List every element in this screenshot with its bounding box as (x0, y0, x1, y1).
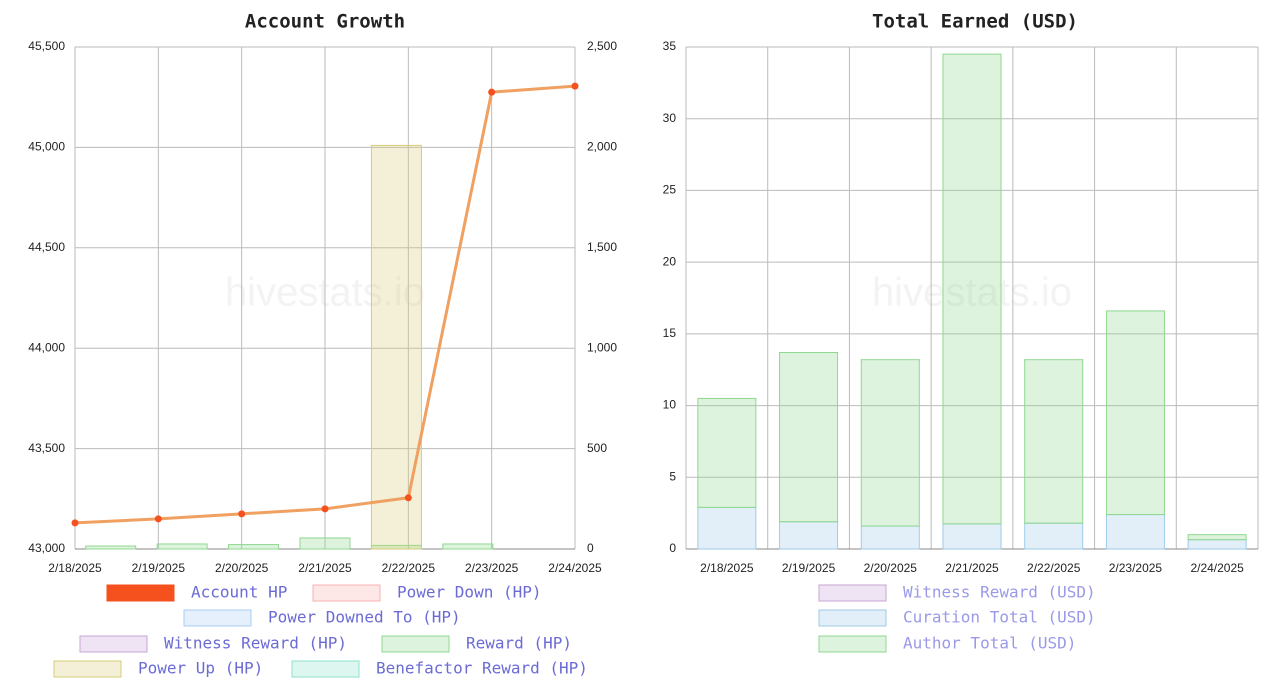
legend-swatch (818, 635, 887, 653)
legend-swatch (53, 660, 122, 678)
legend-swatch (291, 660, 360, 678)
x-tick-label: 2/20/2025 (215, 561, 269, 575)
bar-segment (860, 525, 920, 550)
legend-label: Witness Reward (HP) (164, 634, 347, 653)
x-tick-label: 2/22/2025 (382, 561, 436, 575)
bar (299, 537, 351, 550)
y-tick-label: 44,500 (28, 240, 65, 254)
bar (442, 543, 494, 550)
bar-segment (860, 359, 920, 527)
watermark: hivestats.io (872, 271, 1072, 315)
x-tick-label: 2/23/2025 (465, 561, 519, 575)
y-tick-label: 35 (663, 39, 677, 53)
y-tick-label: 10 (663, 398, 677, 412)
x-tick-label: 2/24/2025 (548, 561, 602, 575)
bar-segment (1024, 522, 1084, 550)
legend-swatch (106, 584, 175, 602)
chart-title: Total Earned (USD) (872, 11, 1078, 33)
x-tick-label: 2/23/2025 (1109, 561, 1163, 575)
point (321, 505, 329, 513)
bar-segment (942, 523, 1002, 550)
y-tick-label: 45,500 (28, 39, 65, 53)
x-tick-label: 2/20/2025 (864, 561, 918, 575)
y2-tick-label: 500 (587, 441, 607, 455)
legend-label: Power Up (HP) (138, 659, 263, 678)
bar (228, 544, 280, 550)
point (238, 510, 246, 518)
bar-segment (1187, 534, 1247, 541)
x-tick-label: 2/19/2025 (782, 561, 836, 575)
legend-label: Witness Reward (USD) (903, 583, 1096, 602)
point (488, 88, 496, 96)
y2-tick-label: 2,000 (587, 140, 617, 154)
bar-segment (779, 352, 839, 523)
y-tick-label: 45,000 (28, 140, 65, 154)
legend-label: Power Down (HP) (397, 583, 542, 602)
bar-segment (1105, 310, 1165, 516)
y-tick-label: 30 (663, 111, 677, 125)
legend-swatch (183, 609, 252, 627)
legend-swatch (818, 584, 887, 602)
y2-tick-label: 1,000 (587, 340, 617, 354)
y-tick-label: 43,000 (28, 541, 65, 555)
legend-label: Curation Total (USD) (903, 608, 1096, 627)
x-tick-label: 2/21/2025 (945, 561, 999, 575)
bar-segment (779, 521, 839, 550)
bar (85, 545, 137, 550)
x-tick-label: 2/18/2025 (700, 561, 754, 575)
bar-segment (1187, 539, 1247, 550)
chart-title: Account Growth (245, 11, 405, 33)
y-tick-label: 43,500 (28, 441, 65, 455)
y-tick-label: 15 (663, 326, 677, 340)
x-tick-label: 2/21/2025 (298, 561, 352, 575)
bar-segment (697, 506, 757, 550)
y-tick-label: 0 (669, 541, 676, 555)
point (71, 519, 79, 527)
bar-segment (1024, 359, 1084, 524)
bar (156, 543, 208, 550)
bar-segment (1105, 514, 1165, 550)
y-tick-label: 44,000 (28, 340, 65, 354)
x-tick-label: 2/18/2025 (48, 561, 102, 575)
point (404, 494, 412, 502)
legend-label: Account HP (191, 583, 287, 602)
legend-label: Reward (HP) (466, 634, 572, 653)
x-tick-label: 2/22/2025 (1027, 561, 1081, 575)
y-tick-label: 5 (669, 469, 676, 483)
legend-label: Benefactor Reward (HP) (376, 659, 588, 678)
legend-swatch (381, 635, 450, 653)
legend-swatch (312, 584, 381, 602)
x-tick-label: 2/19/2025 (132, 561, 186, 575)
point (154, 515, 162, 523)
legend-swatch (79, 635, 148, 653)
bar (370, 144, 422, 550)
y-tick-label: 20 (663, 254, 677, 268)
legend-label: Power Downed To (HP) (268, 608, 461, 627)
bar-segment (942, 53, 1002, 525)
bar-segment (697, 397, 757, 508)
legend-swatch (818, 609, 887, 627)
legend-label: Author Total (USD) (903, 634, 1076, 653)
y2-tick-label: 0 (587, 541, 594, 555)
x-tick-label: 2/24/2025 (1190, 561, 1244, 575)
y2-tick-label: 2,500 (587, 39, 617, 53)
point (571, 82, 579, 90)
y2-tick-label: 1,500 (587, 240, 617, 254)
y-tick-label: 25 (663, 183, 677, 197)
